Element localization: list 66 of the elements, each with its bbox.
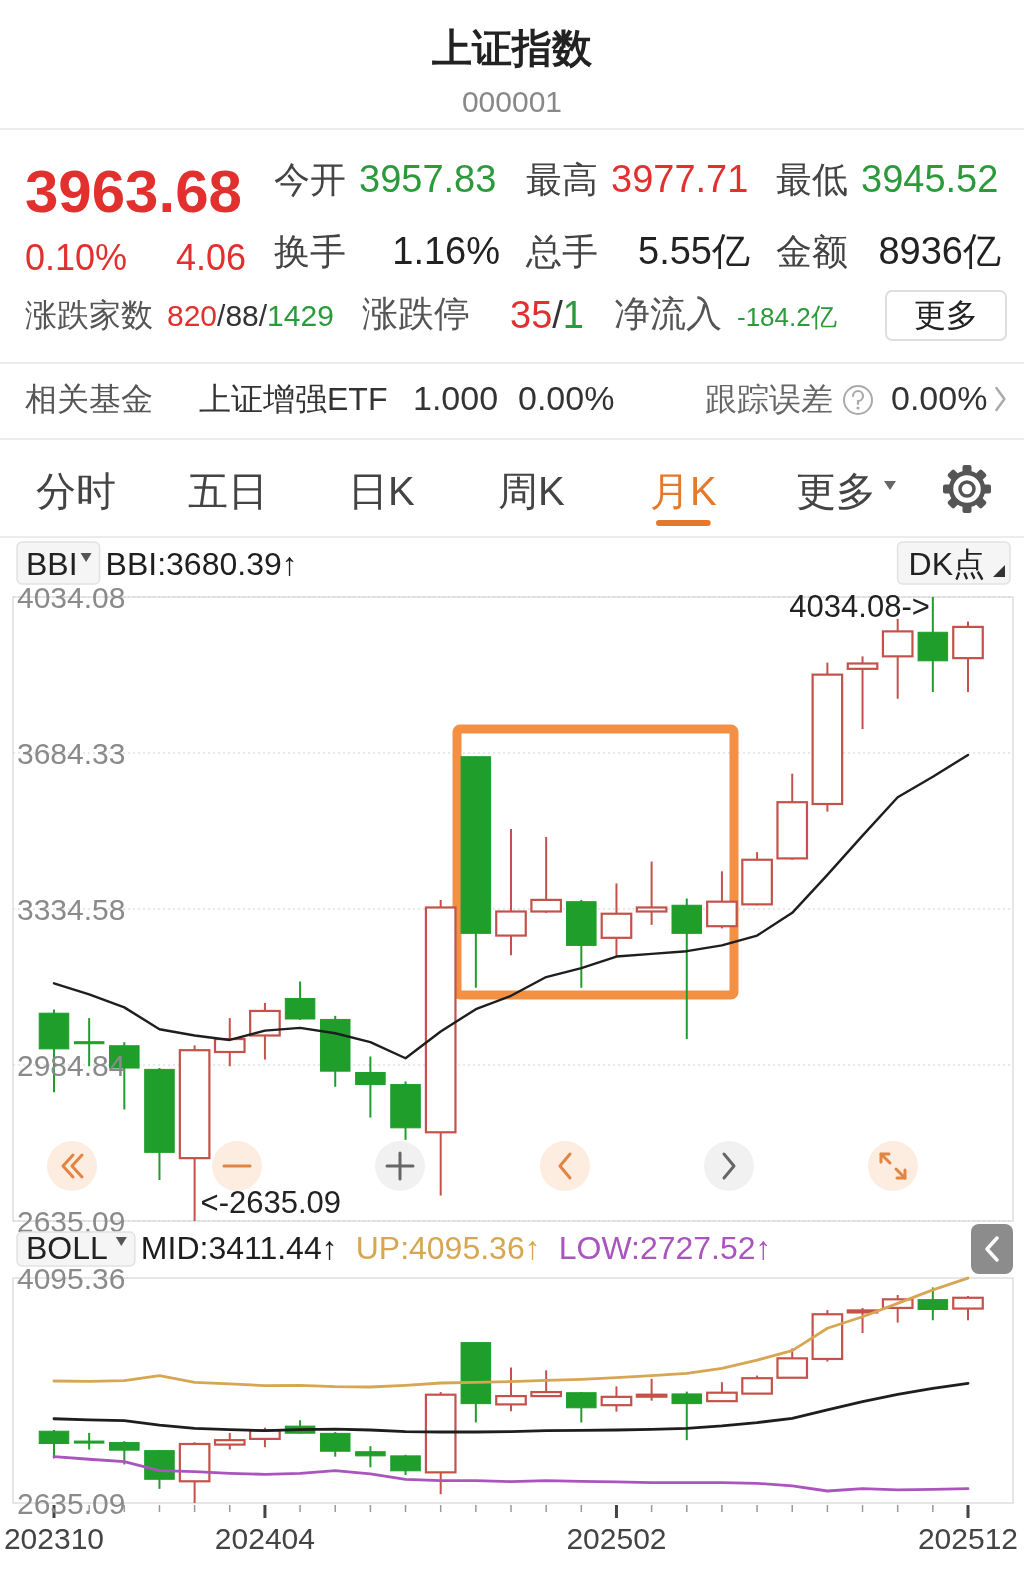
text: 1429 bbox=[267, 299, 334, 332]
text: 更多 bbox=[796, 469, 876, 513]
text: 820 bbox=[167, 299, 218, 332]
text: BBI:3680.39↑ bbox=[105, 546, 298, 582]
x-tick-label: 202502 bbox=[566, 1522, 667, 1555]
text: 0.00% bbox=[518, 379, 615, 417]
text: 周K bbox=[498, 469, 565, 513]
text: 4.06 bbox=[176, 237, 247, 278]
x-tick-label: 202404 bbox=[214, 1522, 315, 1555]
text: 跟踪误差 bbox=[705, 381, 833, 417]
text: 涨跌家数 bbox=[25, 297, 153, 333]
candlestick bbox=[355, 1445, 386, 1469]
text: LOW:2727.52↑ bbox=[558, 1230, 772, 1266]
candlestick bbox=[600, 1385, 633, 1413]
line-series bbox=[52, 1382, 970, 1434]
text: 今开 bbox=[274, 159, 346, 200]
text: 总手 bbox=[525, 231, 598, 272]
text: DK点 bbox=[908, 546, 985, 582]
text: 1.000 bbox=[413, 379, 499, 417]
y-tick-label: 3684.33 bbox=[17, 736, 126, 770]
text: 5.55亿 bbox=[638, 230, 750, 272]
text: BBI bbox=[26, 546, 78, 582]
text: 最低 bbox=[776, 159, 848, 200]
annotation: <-2635.09 bbox=[200, 1185, 342, 1220]
text: 最高 bbox=[526, 159, 598, 200]
text: 1 bbox=[562, 294, 584, 336]
x-tick-label: 202512 bbox=[917, 1522, 1019, 1555]
text: 上证指数 bbox=[432, 26, 593, 70]
text: 更多 bbox=[914, 297, 978, 333]
text: 000001 bbox=[461, 85, 563, 118]
y-tick-label: 2635.09 bbox=[17, 1486, 126, 1520]
candlestick bbox=[355, 1055, 386, 1119]
candlestick bbox=[846, 1306, 879, 1335]
text: MID:3411.44↑ bbox=[140, 1230, 338, 1266]
text: UP:4095.36↑ bbox=[355, 1230, 541, 1266]
candlestick bbox=[635, 860, 668, 926]
candlestick bbox=[635, 1377, 668, 1402]
text: -184.2亿 bbox=[737, 302, 837, 332]
text: 金额 bbox=[776, 231, 848, 272]
text: 五日 bbox=[188, 469, 268, 513]
text: /88/ bbox=[217, 299, 268, 332]
text: 35 bbox=[510, 294, 553, 336]
text: 3945.52 bbox=[861, 158, 999, 200]
text: 0.10% bbox=[25, 237, 128, 278]
text: 1.16% bbox=[392, 230, 500, 272]
text: 3977.71 bbox=[611, 158, 749, 200]
x-tick-label: 202310 bbox=[3, 1522, 105, 1555]
candlestick bbox=[530, 1369, 563, 1398]
text: 3957.83 bbox=[359, 158, 497, 200]
annotation: 4034.08-> bbox=[789, 589, 930, 625]
line-series bbox=[52, 1455, 970, 1493]
y-tick-label: 3334.58 bbox=[17, 892, 126, 926]
text: 0.00% bbox=[891, 379, 988, 417]
text: 3963.68 bbox=[25, 158, 242, 225]
text: 换手 bbox=[274, 231, 346, 272]
text: / bbox=[552, 294, 564, 336]
text: 上证增强ETF bbox=[199, 381, 388, 417]
text: 8936亿 bbox=[878, 230, 1001, 272]
text: 相关基金 bbox=[25, 381, 153, 417]
text: 分时 bbox=[36, 469, 116, 513]
text: 日K bbox=[348, 469, 415, 513]
candlestick bbox=[846, 655, 879, 731]
text: 净流入 bbox=[614, 293, 722, 334]
text: 月K bbox=[650, 469, 717, 513]
y-tick-label: 4034.08 bbox=[17, 580, 126, 614]
text: 涨跌停 bbox=[362, 293, 470, 334]
